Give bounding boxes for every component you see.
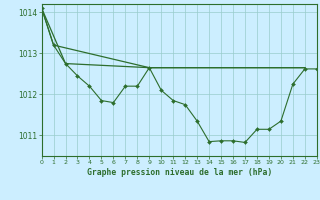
X-axis label: Graphe pression niveau de la mer (hPa): Graphe pression niveau de la mer (hPa) [87, 168, 272, 177]
